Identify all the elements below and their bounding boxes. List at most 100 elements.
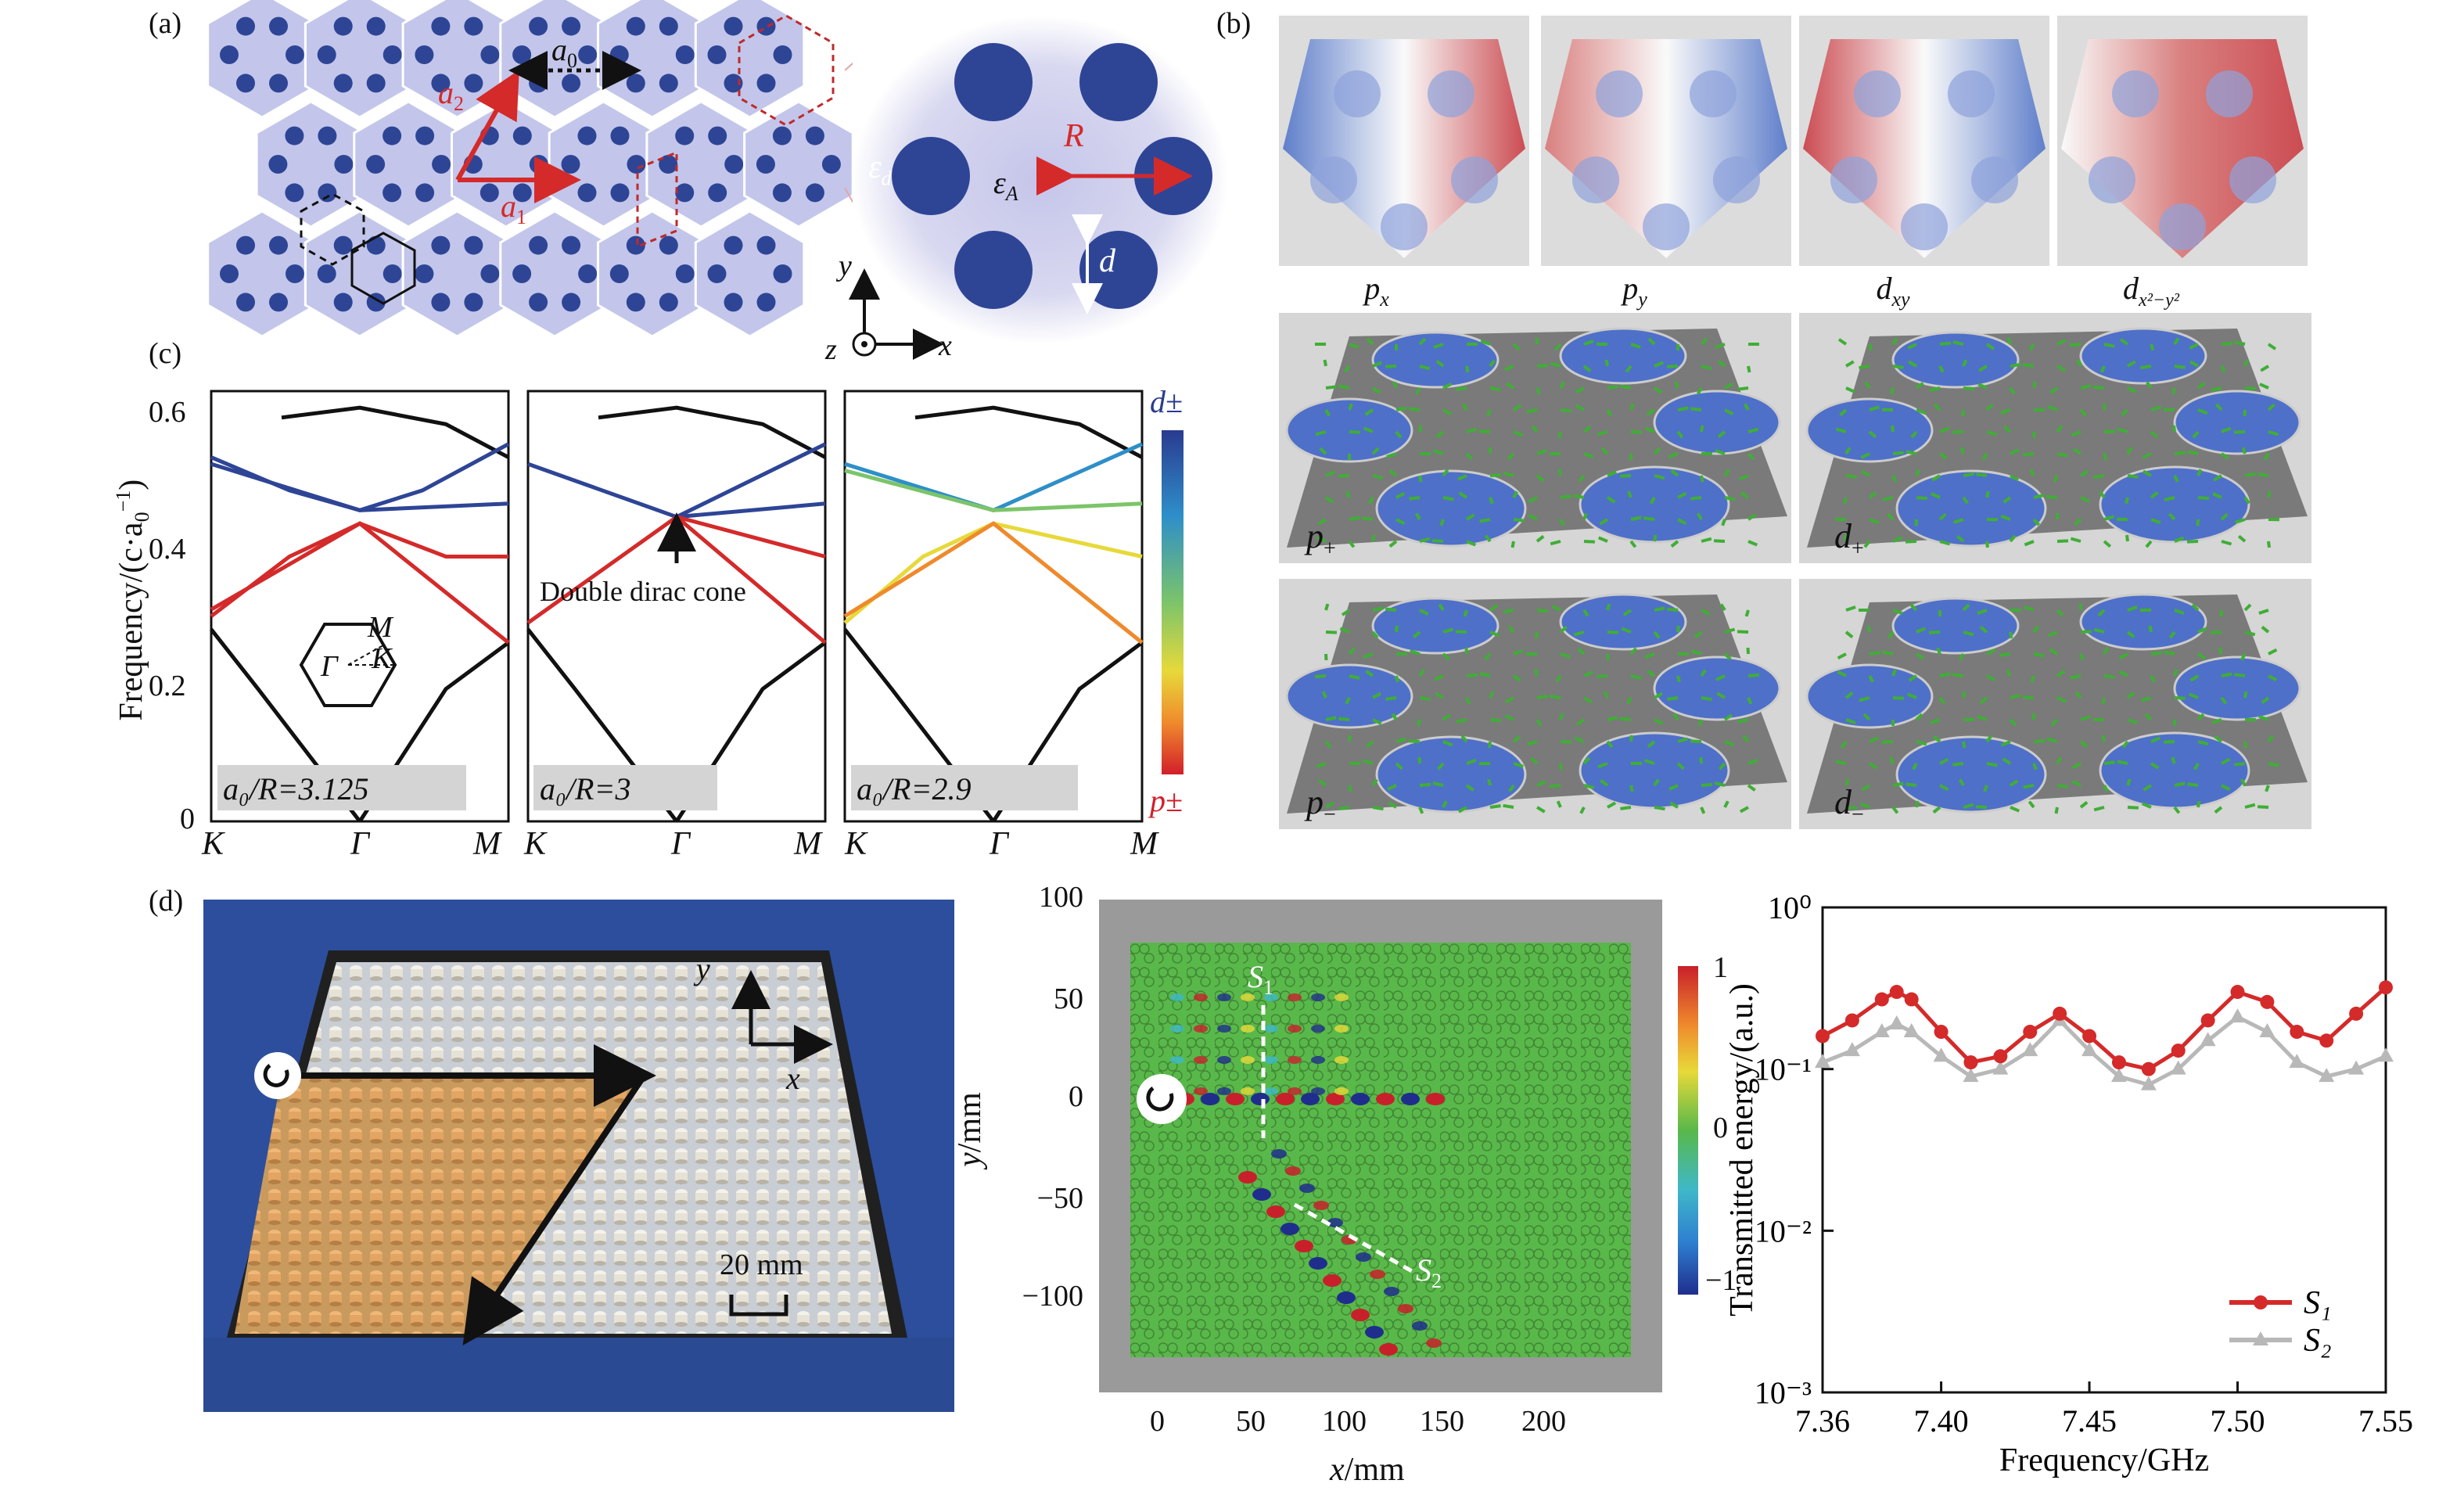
d-plus-symbol: d bbox=[1834, 517, 1852, 555]
dielectric-rod bbox=[561, 155, 580, 174]
fm-xtick-100: 100 bbox=[1322, 1405, 1367, 1438]
s1-point bbox=[2141, 1062, 2156, 1076]
a2-label: a2 bbox=[438, 74, 464, 116]
field-map-svg bbox=[1130, 943, 1631, 1373]
dielectric-rod bbox=[333, 235, 353, 255]
band-line bbox=[210, 462, 509, 512]
xtick-m-3: M bbox=[1130, 826, 1158, 862]
dielectric-rod bbox=[626, 293, 645, 312]
dielectric-rod bbox=[772, 183, 792, 203]
dielectric-rod bbox=[577, 126, 597, 145]
dielectric-rod bbox=[480, 264, 500, 283]
dielectric-rod bbox=[756, 155, 775, 174]
band-line bbox=[844, 469, 1143, 512]
dielectric-rod bbox=[383, 183, 402, 203]
eps-d-label: εd bbox=[868, 149, 892, 190]
dielectric-rod bbox=[220, 45, 239, 64]
chart-ytick-label: 10⁻¹ bbox=[1755, 1052, 1812, 1087]
s2-point bbox=[1963, 1068, 1979, 1083]
s1-point bbox=[1904, 992, 1919, 1007]
dielectric-rod bbox=[366, 235, 386, 255]
dielectric-rod bbox=[236, 74, 255, 93]
s1-point bbox=[2379, 980, 2393, 995]
field-blob bbox=[1276, 1093, 1295, 1105]
band-ylabel-sub: 0 bbox=[131, 512, 154, 523]
field-blob bbox=[1311, 1025, 1325, 1033]
dielectric-rod bbox=[480, 183, 499, 203]
field-blob bbox=[1301, 1093, 1320, 1105]
band-line bbox=[676, 501, 826, 519]
dielectric-rod bbox=[317, 264, 336, 283]
legend-marker bbox=[2253, 1331, 2268, 1345]
xtick-k-3: K bbox=[845, 826, 867, 862]
field-blob bbox=[1334, 1087, 1349, 1095]
field-blob bbox=[1264, 1087, 1278, 1095]
s1-point bbox=[2319, 1033, 2334, 1048]
xtick-gamma-2: Γ bbox=[671, 826, 690, 862]
fm-ytick-0: 0 bbox=[1069, 1080, 1083, 1113]
s1-point bbox=[2082, 1029, 2097, 1044]
field-blob bbox=[1217, 1056, 1231, 1064]
chart-xtick-label: 7.40 bbox=[1914, 1403, 1969, 1439]
bz-gamma-label: Γ bbox=[321, 650, 338, 683]
dielectric-rod bbox=[464, 293, 483, 312]
field-blob bbox=[1170, 1025, 1184, 1033]
dielectric-rod bbox=[707, 264, 727, 283]
dielectric-rod bbox=[268, 155, 288, 174]
fcbar-tick-1: 1 bbox=[1713, 951, 1728, 984]
s2-point bbox=[2348, 1060, 2365, 1075]
dielectric-rod bbox=[512, 45, 532, 64]
chart-ytick-label: 10⁻² bbox=[1755, 1213, 1812, 1248]
panel-d-label: (d) bbox=[149, 885, 184, 918]
a0-symbol: a bbox=[551, 32, 567, 67]
field-blob bbox=[1311, 1056, 1325, 1064]
dielectric-rod bbox=[659, 235, 678, 255]
photo-x-label: x bbox=[786, 1061, 800, 1096]
field-blob bbox=[1326, 1093, 1345, 1105]
fm-ytick-50: 50 bbox=[1054, 983, 1083, 1015]
fcbar-tick-0: 0 bbox=[1713, 1112, 1728, 1144]
eps-a-subscript: A bbox=[1005, 182, 1018, 205]
dielectric-rod bbox=[318, 126, 337, 145]
field-map-area bbox=[1130, 943, 1631, 1373]
fm-ytick-m50: −50 bbox=[1036, 1182, 1083, 1215]
panel-a-label: (a) bbox=[149, 7, 182, 40]
sample-photo bbox=[203, 900, 954, 1412]
s2-point bbox=[1873, 1023, 1890, 1038]
field-blob bbox=[1264, 1056, 1278, 1064]
dxy-symbol: d bbox=[1876, 271, 1892, 306]
dielectric-rod bbox=[562, 293, 581, 312]
fm-xlabel-var: x bbox=[1330, 1452, 1345, 1488]
d-minus-subscript: − bbox=[1852, 802, 1864, 827]
field-blob bbox=[1376, 1093, 1395, 1105]
s2-point bbox=[2081, 1042, 2098, 1057]
s2-point bbox=[1888, 1015, 1905, 1030]
dielectric-rod bbox=[512, 126, 532, 145]
chart-frame bbox=[1821, 906, 2387, 1394]
a0-label: a0 bbox=[551, 31, 577, 73]
lattice-hexagon bbox=[694, 0, 806, 119]
fm-ylabel-unit: /mm bbox=[952, 1092, 988, 1153]
s1-point bbox=[1874, 992, 1889, 1007]
dielectric-rod bbox=[659, 16, 678, 36]
dielectric-rod bbox=[334, 155, 354, 174]
field-blob bbox=[1334, 1025, 1349, 1033]
dielectric-rod bbox=[659, 74, 678, 93]
field-blob bbox=[1194, 993, 1208, 1001]
fm-xtick-200: 200 bbox=[1521, 1405, 1566, 1438]
s2-point bbox=[2259, 1023, 2275, 1038]
s1-point bbox=[2023, 1025, 2038, 1040]
dielectric-rod bbox=[317, 45, 336, 64]
dielectric-rod bbox=[708, 183, 727, 203]
dielectric-rod bbox=[286, 45, 304, 64]
dielectric-rod bbox=[286, 264, 304, 283]
chart-ytick-label: 10⁻³ bbox=[1755, 1375, 1812, 1410]
field-blob bbox=[1271, 1149, 1287, 1159]
dielectric-rod bbox=[269, 16, 288, 36]
field-blob bbox=[1226, 1093, 1245, 1105]
dielectric-rod bbox=[529, 293, 548, 312]
xtick-gamma-3: Γ bbox=[990, 826, 1008, 862]
dielectric-rod bbox=[708, 126, 727, 145]
vector-plot-4 bbox=[1799, 579, 2311, 829]
s2-point bbox=[2319, 1068, 2335, 1083]
